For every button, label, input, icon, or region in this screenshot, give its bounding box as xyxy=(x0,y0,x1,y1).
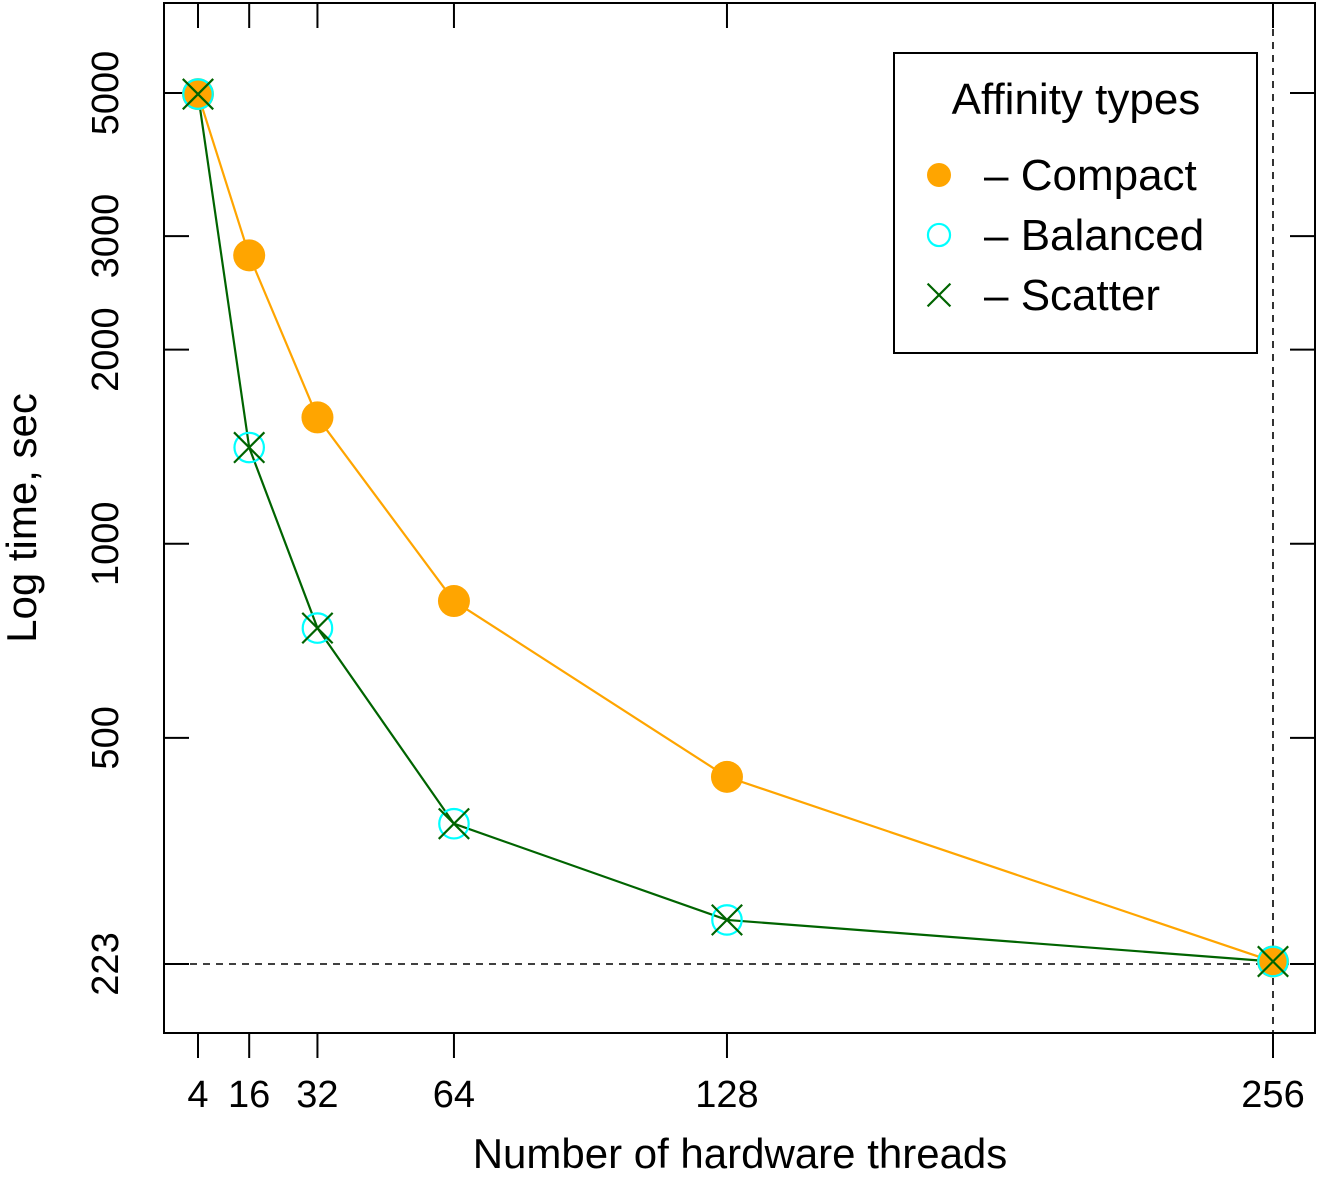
plot-frame xyxy=(163,2,1316,1034)
x-tick-label: 64 xyxy=(433,1074,475,1116)
point-balanced xyxy=(233,431,266,464)
point-scatter xyxy=(1257,945,1289,978)
y-tick-label: 2000 xyxy=(85,307,127,392)
y-axis-title: Log time, sec xyxy=(0,393,45,643)
point-compact xyxy=(437,585,470,618)
legend-label-balanced: – Balanced xyxy=(984,211,1204,260)
point-scatter xyxy=(182,78,214,111)
y-tick-label: 223 xyxy=(85,932,127,995)
legend-label-compact: – Compact xyxy=(984,151,1197,200)
x-stroke xyxy=(437,807,470,840)
point-scatter xyxy=(233,431,266,464)
reference-lines xyxy=(164,3,1315,1033)
point-compact xyxy=(233,239,266,272)
point-balanced xyxy=(711,904,743,936)
legend-title: Affinity types xyxy=(952,75,1201,124)
legend-box xyxy=(893,52,1258,354)
point-balanced xyxy=(438,807,470,840)
point-scatter xyxy=(437,807,470,840)
x-axis: 4 16 32 64 128 256 xyxy=(187,3,1305,1116)
legend-label-scatter: – Scatter xyxy=(984,271,1160,320)
point-scatter xyxy=(710,903,743,936)
x-tick-label: 16 xyxy=(228,1074,270,1116)
x-stroke xyxy=(301,612,334,645)
series-lines xyxy=(196,93,1274,963)
legend-item-scatter: – Scatter xyxy=(926,271,1160,320)
legend-marker-compact xyxy=(927,163,951,187)
legend-item-balanced: – Balanced xyxy=(926,211,1204,260)
point-balanced xyxy=(1257,945,1289,978)
x-tick-label: 128 xyxy=(695,1074,758,1116)
y-tick-label: 5000 xyxy=(85,51,127,136)
legend: Affinity types – Compact – Balanced – Scat… xyxy=(893,52,1258,354)
legend-marker-balanced xyxy=(926,222,952,248)
series-line-scatter xyxy=(196,93,1274,963)
right-axis-ticks xyxy=(1290,92,1315,965)
legend-items: – Compact – Balanced – Scatter xyxy=(926,151,1204,320)
series-line-compact xyxy=(196,93,1274,963)
x-tick-label: 4 xyxy=(187,1074,208,1116)
series-markers xyxy=(182,78,1289,978)
x-stroke xyxy=(1257,945,1289,978)
point-scatter xyxy=(301,612,334,645)
x-stroke xyxy=(182,78,214,111)
point-compact xyxy=(301,401,334,434)
x-axis-title: Number of hardware threads xyxy=(473,1130,1008,1177)
x-stroke xyxy=(710,903,743,936)
y-tick-label: 3000 xyxy=(85,194,127,279)
x-stroke xyxy=(233,431,266,464)
x-tick-label: 32 xyxy=(296,1074,338,1116)
x-tick-label: 256 xyxy=(1241,1074,1304,1116)
legend-marker-scatter xyxy=(926,282,952,308)
point-balanced xyxy=(301,612,334,644)
y-tick-label: 1000 xyxy=(85,501,127,586)
point-compact xyxy=(710,760,743,793)
x-stroke xyxy=(926,282,952,308)
y-axis: 223 500 1000 2000 3000 5000 xyxy=(85,51,189,996)
point-balanced xyxy=(182,78,214,110)
legend-item-compact: – Compact xyxy=(927,151,1197,200)
y-tick-label: 500 xyxy=(85,706,127,769)
